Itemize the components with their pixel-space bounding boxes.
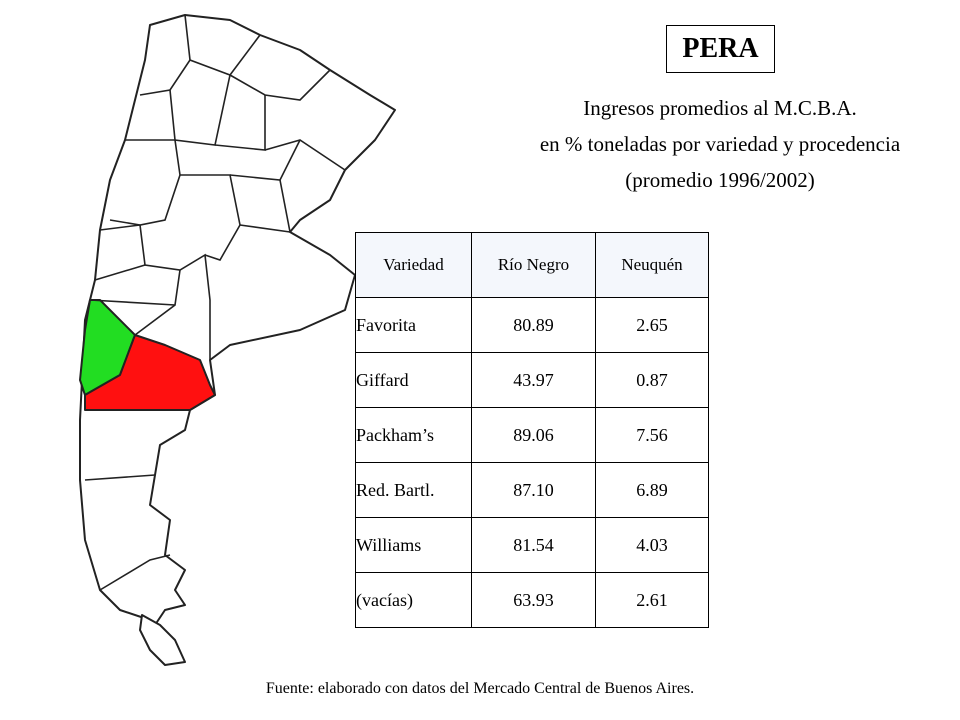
table-row: Packham’s 89.06 7.56 xyxy=(355,407,709,463)
province-rio-negro xyxy=(84,334,216,411)
subtitle-line: en % toneladas por variedad y procedenci… xyxy=(539,132,901,156)
table-cell: 43.97 xyxy=(471,352,596,408)
data-table: Variedad Río Negro Neuquén Favorita 80.89 2.… xyxy=(355,232,709,628)
table-cell: Giffard xyxy=(355,352,472,408)
table-cell: 63.93 xyxy=(471,572,596,628)
table-row: Favorita 80.89 2.65 xyxy=(355,297,709,353)
table-cell: 6.89 xyxy=(595,462,709,518)
country-outline xyxy=(79,14,396,626)
table-cell: Favorita xyxy=(355,297,472,353)
subtitle: Ingresos promedios al M.C.B.A. en % tone… xyxy=(470,90,960,198)
table-cell: Packham’s xyxy=(355,407,472,463)
table-cell: (vacías) xyxy=(355,572,472,628)
column-header: Río Negro xyxy=(471,232,596,298)
table-cell: 81.54 xyxy=(471,517,596,573)
table-row: Williams 81.54 4.03 xyxy=(355,517,709,573)
table-body: Favorita 80.89 2.65 Giffard 43.97 0.87 Packham… xyxy=(355,297,709,628)
subtitle-line: Ingresos promedios al M.C.B.A. xyxy=(583,96,857,120)
table-cell: Red. Bartl. xyxy=(355,462,472,518)
table-row: (vacías) 63.93 2.61 xyxy=(355,572,709,628)
footnote: Fuente: elaborado con datos del Mercado … xyxy=(265,680,695,697)
table-row: Giffard 43.97 0.87 xyxy=(355,352,709,408)
title: PERA xyxy=(666,25,775,73)
table-cell: 4.03 xyxy=(595,517,709,573)
province-borders xyxy=(84,14,346,591)
table-cell: 0.87 xyxy=(595,352,709,408)
table-cell: 87.10 xyxy=(471,462,596,518)
header-row: Variedad Río Negro Neuquén xyxy=(355,232,709,298)
column-header: Variedad xyxy=(355,232,472,298)
table-row: Red. Bartl. 87.10 6.89 xyxy=(355,462,709,518)
island xyxy=(139,614,186,666)
table-cell: 7.56 xyxy=(595,407,709,463)
column-header: Neuquén xyxy=(595,232,709,298)
table-cell: 89.06 xyxy=(471,407,596,463)
subtitle-line: (promedio 1996/2002) xyxy=(625,168,815,192)
table-cell: 80.89 xyxy=(471,297,596,353)
map xyxy=(79,14,396,666)
table-cell: Williams xyxy=(355,517,472,573)
table-cell: 2.61 xyxy=(595,572,709,628)
table-cell: 2.65 xyxy=(595,297,709,353)
